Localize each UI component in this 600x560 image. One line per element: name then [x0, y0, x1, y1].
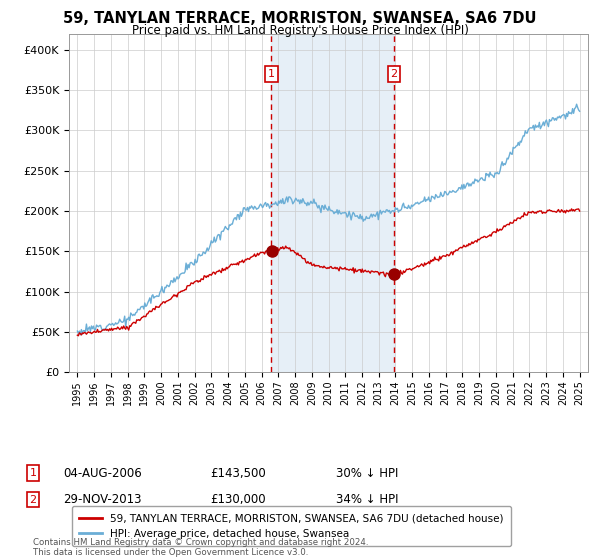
Text: Contains HM Land Registry data © Crown copyright and database right 2024.
This d: Contains HM Land Registry data © Crown c… [33, 538, 368, 557]
Text: 59, TANYLAN TERRACE, MORRISTON, SWANSEA, SA6 7DU: 59, TANYLAN TERRACE, MORRISTON, SWANSEA,… [63, 11, 537, 26]
Text: 30% ↓ HPI: 30% ↓ HPI [336, 466, 398, 480]
Text: 29-NOV-2013: 29-NOV-2013 [63, 493, 142, 506]
Legend: 59, TANYLAN TERRACE, MORRISTON, SWANSEA, SA6 7DU (detached house), HPI: Average : 59, TANYLAN TERRACE, MORRISTON, SWANSEA,… [71, 506, 511, 546]
Text: 04-AUG-2006: 04-AUG-2006 [63, 466, 142, 480]
Text: 34% ↓ HPI: 34% ↓ HPI [336, 493, 398, 506]
Bar [271, 34, 394, 372]
Text: Price paid vs. HM Land Registry's House Price Index (HPI): Price paid vs. HM Land Registry's House … [131, 24, 469, 36]
Text: 2: 2 [29, 494, 37, 505]
Text: £130,000: £130,000 [210, 493, 266, 506]
Text: £143,500: £143,500 [210, 466, 266, 480]
Text: 1: 1 [29, 468, 37, 478]
Text: 2: 2 [391, 69, 398, 79]
Text: 1: 1 [268, 69, 275, 79]
